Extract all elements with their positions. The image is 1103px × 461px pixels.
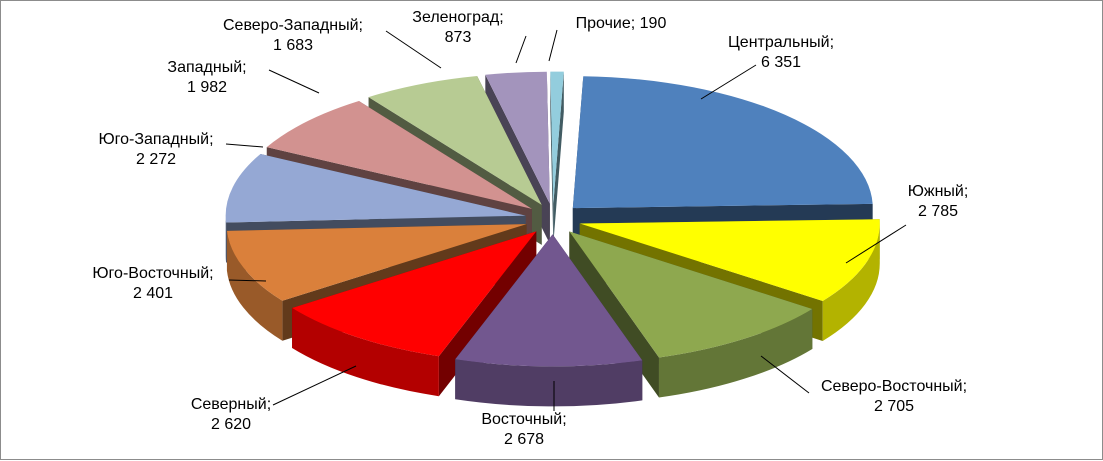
data-label-зеленоград: Зеленоград;873 (412, 9, 503, 46)
data-label-северо-восточный: Северо-Восточный;2 705 (821, 378, 967, 415)
data-label-южный: Южный;2 785 (908, 183, 969, 220)
data-label-восточный: Восточный;2 678 (481, 411, 566, 448)
leader-line-западный (269, 70, 319, 93)
leader-line-юго-западный (226, 144, 263, 147)
leader-line-северный (273, 366, 356, 405)
data-label-прочие: Прочие; 190 (576, 15, 667, 32)
data-label-северный: Северный;2 620 (191, 396, 271, 433)
leader-line-северо-западный (386, 31, 441, 68)
data-label-северо-западный: Северо-Западный;1 683 (223, 17, 363, 54)
data-label-центральный: Центральный;6 351 (728, 34, 834, 71)
data-label-юго-западный: Юго-Западный;2 272 (98, 131, 213, 168)
slice-центральный (573, 76, 873, 208)
data-label-западный: Западный;1 982 (167, 59, 246, 96)
leader-line-зеленоград (516, 36, 526, 63)
leader-line-прочие (549, 30, 557, 61)
leader-line-центральный (701, 65, 756, 99)
data-label-юго-восточный: Юго-Восточный;2 401 (92, 265, 213, 302)
